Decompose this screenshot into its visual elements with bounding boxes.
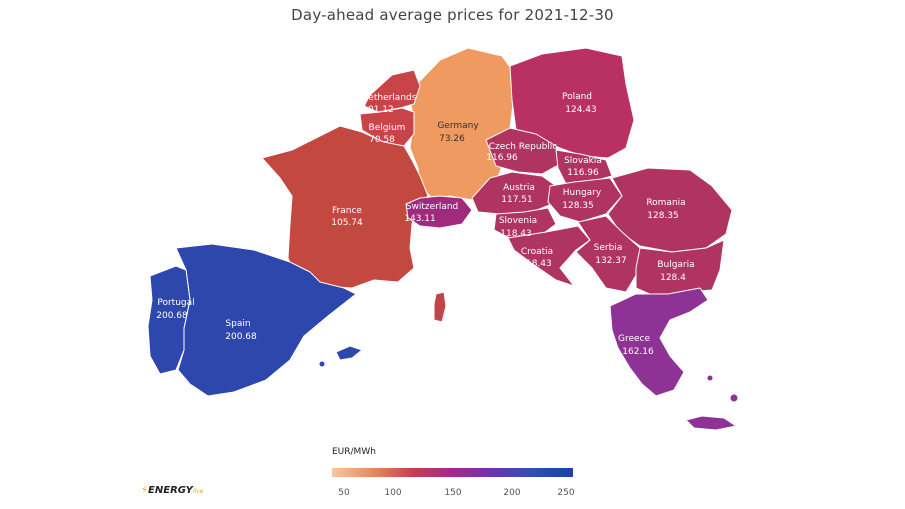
label-greece: Greece (618, 334, 650, 344)
value-switzerland: 143.11 (404, 214, 436, 224)
logo-sub: live (192, 488, 204, 495)
label-romania: Romania (646, 198, 685, 208)
legend-tick-250: 250 (557, 488, 575, 498)
label-switzerland: Switzerland (406, 202, 459, 212)
value-slovenia: 118.43 (500, 229, 532, 239)
country-netherlands[interactable] (363, 69, 421, 113)
value-germany: 73.26 (439, 134, 465, 144)
label-slovakia: Slovakia (564, 156, 602, 166)
legend-tick-100: 100 (384, 488, 402, 498)
logo-text: ENERGY (148, 485, 193, 496)
legend-tick-150: 150 (444, 488, 462, 498)
country-croatia[interactable] (507, 225, 591, 287)
value-serbia: 132.37 (595, 256, 627, 266)
value-austria: 117.51 (501, 195, 533, 205)
value-belgium: 70.58 (369, 135, 395, 145)
value-hungary: 128.35 (562, 201, 594, 211)
label-czech: Czech Republic (489, 142, 558, 152)
value-slovakia: 116.96 (567, 168, 599, 178)
label-austria: Austria (503, 183, 535, 193)
country-portugal[interactable] (147, 265, 191, 375)
label-hungary: Hungary (563, 188, 602, 198)
value-romania: 128.35 (647, 211, 679, 221)
greece-islands (685, 415, 737, 431)
island-balearic-small (318, 360, 326, 368)
label-belgium: Belgium (369, 123, 406, 133)
country-switzerland[interactable] (405, 195, 473, 229)
legend-color-scale (332, 468, 573, 477)
country-labels: Netherlands 101.12 Belgium 70.58 Germany… (156, 92, 694, 357)
value-spain: 200.68 (225, 332, 257, 342)
label-croatia: Croatia (521, 247, 553, 257)
legend-tick-200: 200 (503, 488, 521, 498)
label-spain: Spain (225, 319, 250, 329)
label-france: France (332, 206, 362, 216)
value-portugal: 200.68 (156, 311, 188, 321)
bolt-icon: ⚡ (141, 485, 149, 496)
legend-unit: EUR/MWh (332, 447, 376, 457)
label-portugal: Portugal (157, 298, 194, 308)
value-czech: 116.96 (486, 153, 518, 163)
country-hungary[interactable] (547, 177, 623, 223)
country-slovenia[interactable] (493, 207, 557, 239)
country-bulgaria[interactable] (635, 239, 725, 297)
map-title: Day-ahead average prices for 2021-12-30 (291, 6, 614, 24)
label-poland: Poland (562, 92, 592, 102)
label-bulgaria: Bulgaria (657, 260, 694, 270)
value-poland: 124.43 (565, 105, 597, 115)
greece-island-mid (706, 374, 714, 382)
label-slovenia: Slovenia (499, 216, 537, 226)
country-serbia[interactable] (575, 215, 641, 293)
value-netherlands: 101.12 (362, 105, 394, 115)
country-france[interactable] (261, 125, 429, 289)
island-corsica (433, 291, 447, 323)
value-france: 105.74 (331, 218, 363, 228)
label-netherlands: Netherlands (362, 93, 417, 103)
label-germany: Germany (437, 121, 479, 131)
country-belgium[interactable] (359, 107, 415, 147)
energy-live-logo: ⚡ENERGYlive (141, 485, 203, 496)
value-croatia: 118.43 (520, 259, 552, 269)
value-greece: 162.16 (622, 347, 654, 357)
greece-island-east (729, 393, 739, 403)
island-balearic (335, 345, 363, 361)
country-greece[interactable] (609, 287, 709, 397)
label-serbia: Serbia (594, 243, 623, 253)
value-bulgaria: 128.4 (660, 273, 686, 283)
legend-tick-50: 50 (338, 488, 350, 498)
